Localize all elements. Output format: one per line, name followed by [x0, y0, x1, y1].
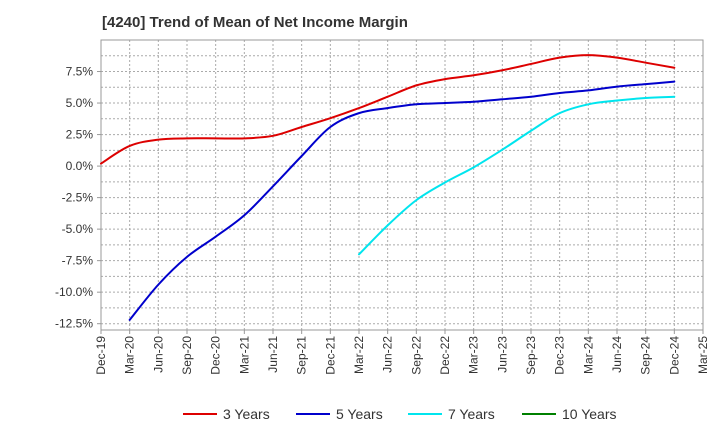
x-tick-label: Sep-20: [180, 336, 194, 375]
y-tick-label: 0.0%: [66, 159, 94, 173]
legend-label: 5 Years: [336, 406, 383, 422]
y-tick-label: -12.5%: [55, 317, 93, 331]
y-tick-label: 2.5%: [66, 128, 94, 142]
x-tick-label: Sep-24: [639, 336, 653, 375]
x-tick-label: Dec-21: [323, 336, 337, 375]
y-tick-label: -2.5%: [62, 191, 94, 205]
x-tick-label: Dec-24: [667, 336, 681, 375]
x-tick-label: Dec-22: [438, 336, 452, 375]
legend-label: 10 Years: [562, 406, 617, 422]
series-lines: [100, 54, 676, 321]
legend: 3 Years 5 Years 7 Years 10 Years: [183, 406, 617, 422]
x-tick-label: Dec-23: [553, 336, 567, 375]
x-tick-label: Sep-21: [295, 336, 309, 375]
y-tick-label: -7.5%: [62, 254, 94, 268]
y-tick-label: -10.0%: [55, 285, 93, 299]
x-tick-label: Mar-24: [581, 336, 595, 374]
x-tick-label: Jun-24: [610, 336, 624, 373]
y-tick-label: -5.0%: [62, 222, 94, 236]
x-tick-label: Dec-19: [94, 336, 108, 375]
legend-label: 3 Years: [223, 406, 270, 422]
plot-area: [100, 39, 704, 331]
x-tick-label: Jun-22: [381, 336, 395, 373]
x-tick-label: Sep-22: [409, 336, 423, 375]
series-line-3: [358, 95, 676, 256]
x-tick-label: Jun-23: [495, 336, 509, 373]
y-axis-ticks: 7.5% 5.0% 2.5% 0.0% -2.5% -5.0% -7.5% -10.0% -12…: [55, 65, 101, 331]
series-line-1: [100, 54, 676, 165]
chart-title: [4240] Trend of Mean of Net Income Margi…: [102, 14, 408, 31]
x-tick-label: Sep-23: [524, 336, 538, 375]
legend-label: 7 Years: [448, 406, 495, 422]
x-tick-label: Mar-20: [123, 336, 137, 374]
x-tick-label: Mar-22: [352, 336, 366, 374]
x-tick-label: Mar-25: [696, 336, 710, 374]
x-tick-label: Dec-20: [209, 336, 223, 375]
grid: [101, 40, 703, 330]
x-tick-label: Jun-20: [151, 336, 165, 373]
x-tick-label: Mar-21: [237, 336, 251, 374]
y-tick-label: 7.5%: [66, 65, 94, 79]
x-tick-label: Jun-21: [266, 336, 280, 373]
x-tick-label: Mar-23: [467, 336, 481, 374]
y-tick-label: 5.0%: [66, 96, 94, 110]
x-axis-ticks: Dec-19 Mar-20 Jun-20 Sep-20 Dec-20 Mar-21 Jun-…: [94, 330, 710, 375]
series-line-2: [128, 80, 676, 321]
